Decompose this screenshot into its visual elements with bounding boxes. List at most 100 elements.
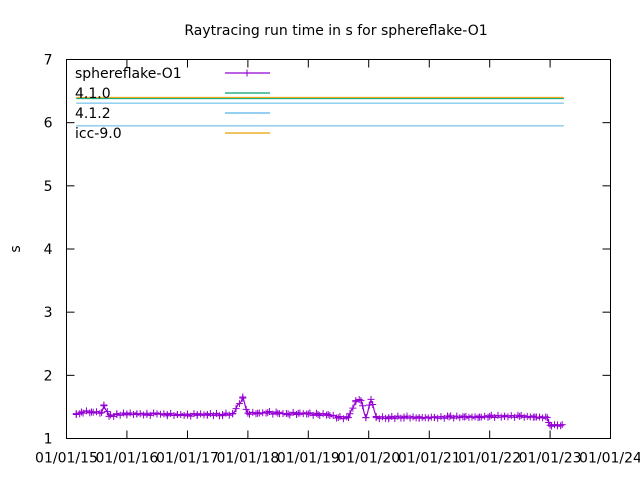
x-tick-label: 01/01/15 <box>35 451 98 467</box>
data-point <box>409 413 417 421</box>
data-point <box>252 410 260 418</box>
y-tick-label: 1 <box>44 432 53 448</box>
data-point <box>462 412 470 420</box>
data-point <box>378 413 386 421</box>
data-point <box>246 410 254 418</box>
data-point <box>531 413 539 421</box>
data-point <box>558 421 566 429</box>
data-point <box>235 400 243 408</box>
data-point <box>232 405 240 413</box>
data-point <box>548 422 556 430</box>
data-point <box>501 412 509 420</box>
data-point <box>100 401 108 409</box>
data-point <box>274 409 282 417</box>
data-point <box>385 414 393 422</box>
data-point <box>113 410 121 418</box>
data-point <box>314 410 322 418</box>
reference-lines <box>76 96 564 127</box>
y-tick-label: 6 <box>44 116 53 132</box>
data-point <box>304 410 312 418</box>
data-point <box>324 410 332 418</box>
y-tick-label: 5 <box>44 179 53 195</box>
data-point <box>520 413 528 421</box>
data-point <box>86 409 94 417</box>
data-point <box>133 410 141 418</box>
data-point <box>72 410 80 418</box>
data-point <box>183 411 191 419</box>
data-point <box>359 402 367 410</box>
x-tick-label: 01/01/20 <box>337 451 400 467</box>
data-point <box>107 411 115 419</box>
data-point <box>87 408 95 416</box>
data-point <box>229 410 237 418</box>
data-point <box>507 412 515 420</box>
x-tick-label: 01/01/21 <box>398 451 461 467</box>
data-point <box>516 412 524 420</box>
data-point <box>294 409 302 417</box>
data-point <box>445 413 453 421</box>
axis-ticks: 123456701/01/1501/01/1601/01/1701/01/180… <box>35 53 640 467</box>
y-tick-label: 2 <box>44 368 53 384</box>
data-point <box>460 413 468 421</box>
y-axis-label: s <box>8 245 24 252</box>
data-point <box>150 409 158 417</box>
data-point <box>77 408 85 416</box>
legend: sphereflake-O1 4.1.0 4.1.2 icc-9.0 <box>75 66 270 142</box>
data-point <box>197 410 205 418</box>
data-point <box>193 410 201 418</box>
data-point <box>415 414 423 422</box>
data-point <box>494 411 502 419</box>
legend-marker <box>243 69 251 77</box>
legend-label: sphereflake-O1 <box>75 66 182 82</box>
data-point <box>170 411 178 419</box>
data-point <box>453 412 461 420</box>
data-point <box>173 410 181 418</box>
data-point <box>346 410 354 418</box>
legend-label: 4.1.2 <box>75 106 111 122</box>
data-point <box>400 413 408 421</box>
data-point <box>456 414 464 422</box>
data-point <box>249 408 257 416</box>
data-point <box>343 413 351 421</box>
data-point <box>272 408 280 416</box>
x-tick-label: 01/01/16 <box>95 451 158 467</box>
data-point <box>345 414 353 422</box>
data-point <box>105 412 113 420</box>
data-point <box>372 414 380 422</box>
data-point <box>264 409 272 417</box>
data-point <box>319 410 327 418</box>
data-point <box>406 414 414 422</box>
data-point <box>126 409 134 417</box>
data-point <box>355 395 363 403</box>
data-point <box>367 395 375 403</box>
y-tick-label: 7 <box>44 53 53 69</box>
data-point <box>262 409 270 417</box>
data-point <box>123 410 131 418</box>
data-point <box>357 397 365 405</box>
data-point <box>424 414 432 422</box>
data-point <box>98 409 106 417</box>
data-point <box>284 410 292 418</box>
data-point <box>96 409 104 417</box>
chart-title: Raytracing run time in s for sphereflake… <box>184 23 487 39</box>
data-point <box>523 412 531 420</box>
data-point <box>242 405 250 413</box>
legend-label: icc-9.0 <box>75 126 122 142</box>
data-point <box>143 410 151 418</box>
data-point <box>430 414 438 422</box>
x-tick-label: 01/01/23 <box>519 451 582 467</box>
y-tick-label: 4 <box>44 242 53 258</box>
data-point <box>554 422 562 430</box>
data-point <box>486 412 494 420</box>
legend-label: 4.1.0 <box>75 86 111 102</box>
series-layer <box>72 393 566 430</box>
data-point <box>153 410 161 418</box>
data-point <box>140 411 148 419</box>
data-point <box>476 413 484 421</box>
data-point <box>497 413 505 421</box>
data-point <box>254 409 262 417</box>
data-point <box>543 414 551 422</box>
data-point <box>293 410 301 418</box>
